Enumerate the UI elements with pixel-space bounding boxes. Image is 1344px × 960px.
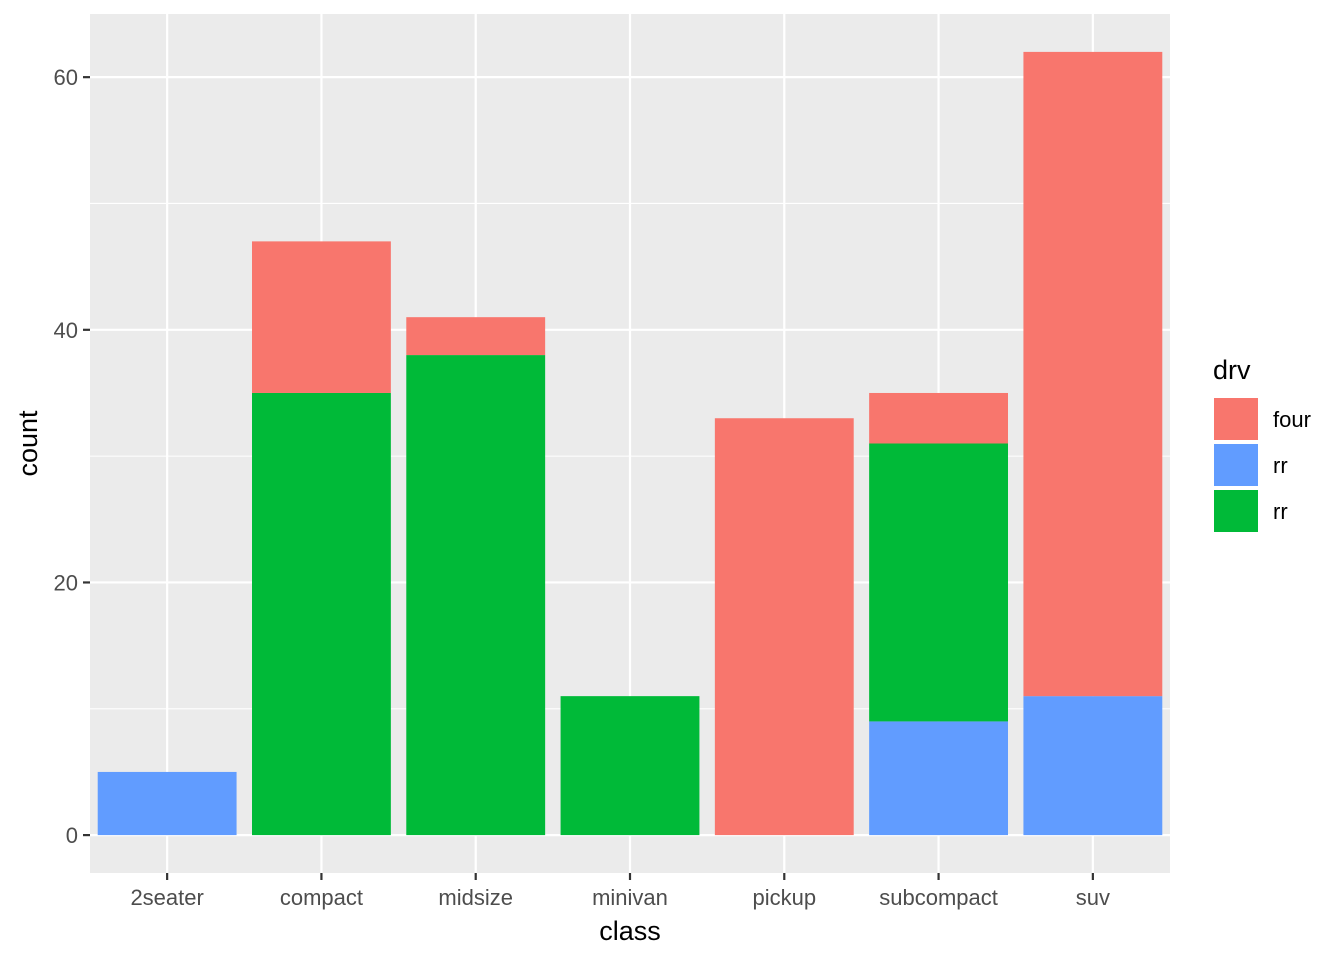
legend-label: rr xyxy=(1273,453,1288,478)
x-axis-title: class xyxy=(599,916,661,946)
legend-key-four xyxy=(1214,398,1258,440)
bar-midsize-rr xyxy=(406,355,546,836)
legend-key-rr xyxy=(1214,490,1258,532)
y-tick-label: 40 xyxy=(54,318,78,343)
bar-subcompact-rr xyxy=(869,721,1008,836)
bar-compact-rr xyxy=(252,392,391,836)
bar-subcompact-four xyxy=(869,392,1008,444)
legend-key-rr xyxy=(1214,444,1258,486)
bar-subcompact-rr xyxy=(869,443,1008,722)
legend-label: rr xyxy=(1273,499,1288,524)
x-tick-label: minivan xyxy=(592,885,668,910)
x-tick-label: pickup xyxy=(752,885,816,910)
y-tick-label: 20 xyxy=(54,570,78,595)
legend-label: four xyxy=(1273,407,1311,432)
y-tick-label: 60 xyxy=(54,65,78,90)
axes: 0 20 40 60 2seater compact midsize minivan picku… xyxy=(54,65,1110,910)
bar-suv-rr xyxy=(1023,696,1163,836)
bar-pickup-four xyxy=(714,418,854,836)
x-tick-label: midsize xyxy=(438,885,513,910)
bar-2seater-rr xyxy=(97,771,237,836)
x-tick-label: 2seater xyxy=(130,885,203,910)
bars xyxy=(97,51,1163,836)
bar-compact-four xyxy=(252,241,391,393)
x-tick-label: compact xyxy=(280,885,363,910)
y-axis-title: count xyxy=(13,410,43,477)
bar-midsize-four xyxy=(406,317,546,356)
bar-minivan-rr xyxy=(560,696,700,836)
x-tick-label: subcompact xyxy=(879,885,998,910)
legend-title: drv xyxy=(1213,355,1251,385)
legend: drv four rr rr xyxy=(1213,355,1311,532)
y-tick-label: 0 xyxy=(66,823,78,848)
bar-suv-four xyxy=(1023,51,1163,697)
x-tick-label: suv xyxy=(1076,885,1110,910)
